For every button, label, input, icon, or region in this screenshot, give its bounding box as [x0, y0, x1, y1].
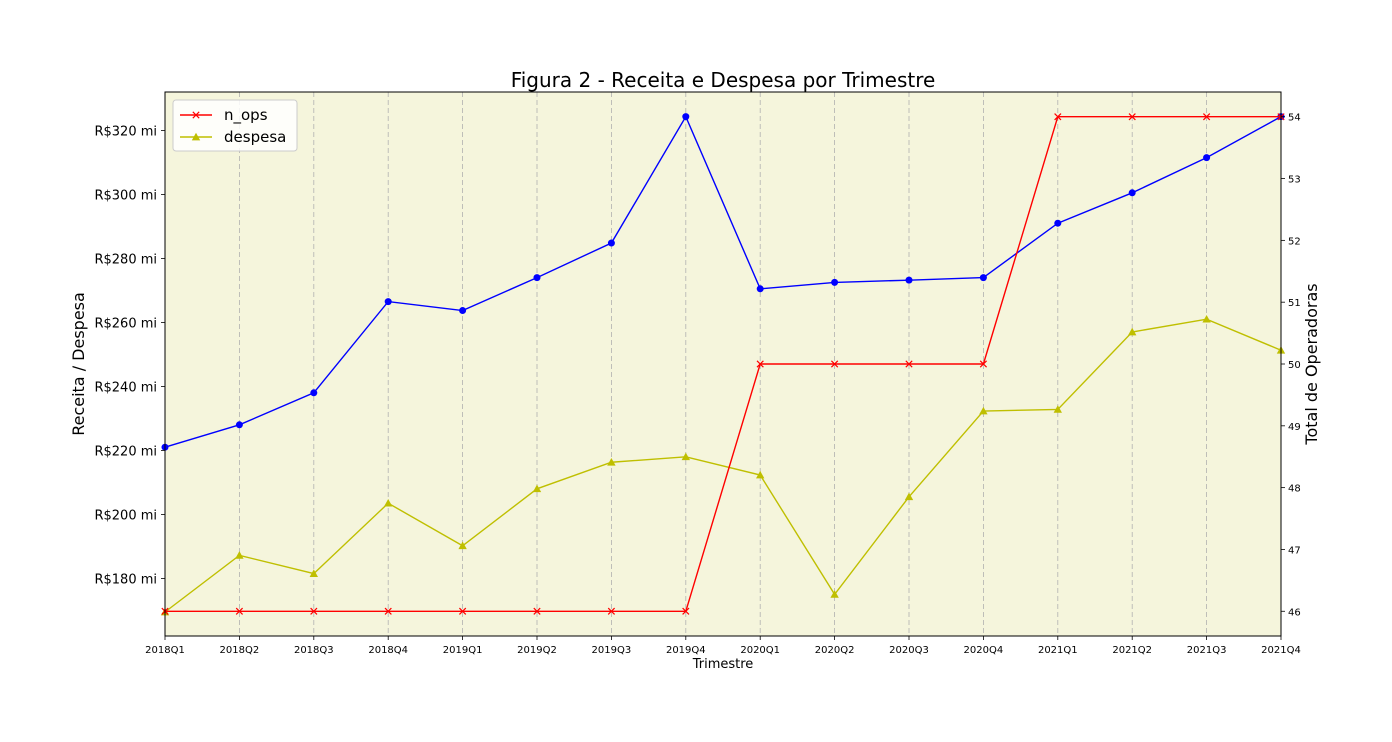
series-line — [164, 115, 1282, 448]
y2-tick-label: 52 — [1288, 236, 1301, 247]
data-point — [1054, 219, 1062, 227]
x-tick-label: 2018Q4 — [368, 645, 408, 656]
x-tick-label: 2018Q1 — [145, 645, 185, 656]
legend-marker — [192, 111, 200, 119]
data-point — [756, 470, 765, 479]
data-point — [831, 278, 839, 286]
data-point — [905, 276, 913, 284]
data-point — [458, 607, 467, 615]
data-point — [1128, 113, 1136, 121]
y-tick-label: R$260 mi — [94, 316, 157, 331]
data-point — [235, 607, 244, 615]
data-point — [235, 421, 243, 429]
data-point — [979, 406, 988, 415]
y2-tick-label: 50 — [1288, 360, 1301, 371]
x-axis-label: Trimestre — [692, 657, 754, 672]
legend-label: n_ops — [224, 106, 268, 125]
data-point — [458, 541, 467, 550]
plot-background — [165, 92, 1281, 636]
legend-label: despesa — [224, 128, 286, 146]
data-point — [310, 389, 318, 397]
y-tick-label: R$300 mi — [94, 188, 157, 203]
data-point — [533, 274, 541, 282]
data-point — [830, 360, 839, 368]
data-point — [979, 274, 987, 282]
data-point — [532, 484, 542, 493]
x-tick-label: 2020Q2 — [815, 645, 855, 656]
x-tick-label: 2021Q3 — [1187, 645, 1227, 656]
x-tick-label: 2020Q1 — [740, 645, 780, 656]
series-layer — [160, 113, 1286, 616]
data-point — [979, 360, 988, 368]
x-tick-label: 2019Q4 — [666, 645, 706, 656]
data-point — [1128, 189, 1136, 197]
x-tick-label: 2021Q2 — [1112, 645, 1152, 656]
data-point — [384, 607, 392, 615]
y-tick-label: R$180 mi — [94, 572, 157, 587]
data-point — [1053, 405, 1062, 413]
x-tick-label: 2019Q3 — [592, 645, 632, 656]
data-point — [607, 607, 616, 615]
data-point — [756, 285, 764, 293]
x-tick-label: 2020Q4 — [964, 645, 1004, 656]
y2-tick-label: 46 — [1288, 607, 1301, 618]
data-point — [607, 458, 616, 466]
x-tick-label: 2018Q2 — [220, 645, 260, 656]
data-point — [384, 298, 392, 306]
x-tick-label: 2020Q3 — [889, 645, 929, 656]
y-tick-label: R$200 mi — [94, 508, 157, 523]
data-point — [1202, 113, 1211, 121]
data-point — [310, 607, 318, 615]
data-point — [905, 360, 913, 368]
y-tick-label: R$280 mi — [94, 252, 157, 267]
data-point — [1128, 327, 1137, 336]
data-point — [904, 492, 914, 501]
data-point — [682, 607, 690, 615]
y2-tick-label: 54 — [1288, 113, 1301, 124]
x-tick-label: 2021Q1 — [1038, 645, 1078, 656]
data-point — [1054, 113, 1062, 121]
x-tick-label: 2019Q2 — [517, 645, 557, 656]
series-line — [164, 318, 1282, 613]
y2-tick-label: 51 — [1288, 298, 1301, 309]
x-tick-label: 2018Q3 — [294, 645, 334, 656]
data-point — [384, 499, 393, 507]
data-point — [681, 452, 690, 461]
data-point — [459, 307, 467, 315]
data-point — [830, 590, 839, 598]
data-point — [1203, 154, 1211, 162]
data-point — [756, 360, 764, 368]
data-point — [533, 607, 541, 615]
axes: 2018Q1 2018Q2 2018Q3 2018Q4 2019Q1 2019Q2 2019… — [94, 113, 1300, 656]
y-tick-label: R$320 mi — [94, 124, 157, 139]
y-tick-label: R$240 mi — [94, 380, 157, 395]
x-tick-label: 2021Q4 — [1261, 645, 1301, 656]
data-point — [235, 551, 244, 559]
y2-tick-label: 53 — [1288, 175, 1301, 186]
data-point — [309, 569, 318, 577]
data-point — [607, 239, 615, 247]
legend-box — [172, 99, 298, 152]
series-n_ops — [161, 113, 1285, 615]
data-point — [1202, 315, 1211, 323]
y-tick-label: R$220 mi — [94, 444, 157, 459]
x-tick-label: 2019Q1 — [443, 645, 483, 656]
series-despesa — [160, 315, 1286, 616]
y2-tick-label: 48 — [1288, 484, 1301, 495]
y2-tick-label: 49 — [1288, 422, 1301, 433]
series-line — [165, 116, 1281, 612]
y-axis-label: Receita / Despesa — [69, 292, 88, 436]
y2-axis-label: Total de Operadoras — [1302, 283, 1321, 445]
y2-tick-label: 47 — [1288, 545, 1301, 556]
legend-marker — [191, 132, 201, 141]
chart-title: Figura 2 - Receita e Despesa por Trimest… — [511, 68, 936, 92]
data-point — [682, 113, 690, 121]
